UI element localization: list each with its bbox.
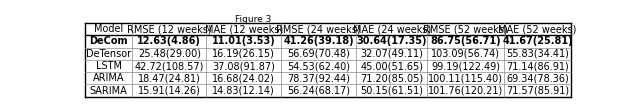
- Text: 45.00(51.65): 45.00(51.65): [360, 61, 423, 71]
- Text: RMSE (12 weeks): RMSE (12 weeks): [127, 24, 212, 34]
- Text: 78.37(92.44): 78.37(92.44): [287, 73, 350, 83]
- Text: RMSE (24 weeks): RMSE (24 weeks): [276, 24, 361, 34]
- Text: 32.07(49.11): 32.07(49.11): [360, 49, 423, 59]
- Text: Model: Model: [94, 24, 123, 34]
- Text: RMSE (52 weeks): RMSE (52 weeks): [423, 24, 508, 34]
- Text: Figure 3: Figure 3: [236, 15, 272, 24]
- Text: 69.34(78.36): 69.34(78.36): [506, 73, 569, 83]
- Text: MAE (24 weeks): MAE (24 weeks): [353, 24, 431, 34]
- Text: 37.08(91.87): 37.08(91.87): [212, 61, 275, 71]
- Text: MAE (12 weeks): MAE (12 weeks): [205, 24, 283, 34]
- Text: 11.01(3.53): 11.01(3.53): [212, 36, 276, 46]
- Text: 71.14(86.91): 71.14(86.91): [506, 61, 569, 71]
- Text: DeTensor: DeTensor: [86, 49, 131, 59]
- Text: 15.91(14.26): 15.91(14.26): [138, 86, 201, 96]
- Text: 101.76(120.21): 101.76(120.21): [428, 86, 503, 96]
- Text: 12.63(4.86): 12.63(4.86): [138, 36, 201, 46]
- Text: 42.72(108.57): 42.72(108.57): [134, 61, 204, 71]
- Text: 30.64(17.35): 30.64(17.35): [356, 36, 427, 46]
- Text: 16.19(26.15): 16.19(26.15): [212, 49, 275, 59]
- Text: 71.20(85.05): 71.20(85.05): [360, 73, 423, 83]
- Text: 103.09(56.74): 103.09(56.74): [431, 49, 500, 59]
- Text: 16.68(24.02): 16.68(24.02): [212, 73, 275, 83]
- Text: 71.57(85.91): 71.57(85.91): [506, 86, 569, 96]
- Text: LSTM: LSTM: [95, 61, 122, 71]
- Text: 18.47(24.81): 18.47(24.81): [138, 73, 201, 83]
- Text: 56.69(70.48): 56.69(70.48): [287, 49, 350, 59]
- Text: ARIMA: ARIMA: [93, 73, 124, 83]
- Text: 41.26(39.18): 41.26(39.18): [284, 36, 354, 46]
- Text: 14.83(12.14): 14.83(12.14): [212, 86, 275, 96]
- Text: 56.24(68.17): 56.24(68.17): [287, 86, 350, 96]
- Text: 100.11(115.40): 100.11(115.40): [428, 73, 503, 83]
- Text: MAE (52 weeks): MAE (52 weeks): [499, 24, 577, 34]
- Text: DeCom: DeCom: [89, 36, 128, 46]
- Text: 50.15(61.51): 50.15(61.51): [360, 86, 423, 96]
- Text: 25.48(29.00): 25.48(29.00): [138, 49, 201, 59]
- Text: 54.53(62.40): 54.53(62.40): [287, 61, 350, 71]
- Text: 41.67(25.81): 41.67(25.81): [502, 36, 573, 46]
- Text: 99.19(122.49): 99.19(122.49): [431, 61, 500, 71]
- Text: SARIMA: SARIMA: [90, 86, 127, 96]
- Text: 86.75(56.71): 86.75(56.71): [430, 36, 501, 46]
- Text: 55.83(34.41): 55.83(34.41): [506, 49, 569, 59]
